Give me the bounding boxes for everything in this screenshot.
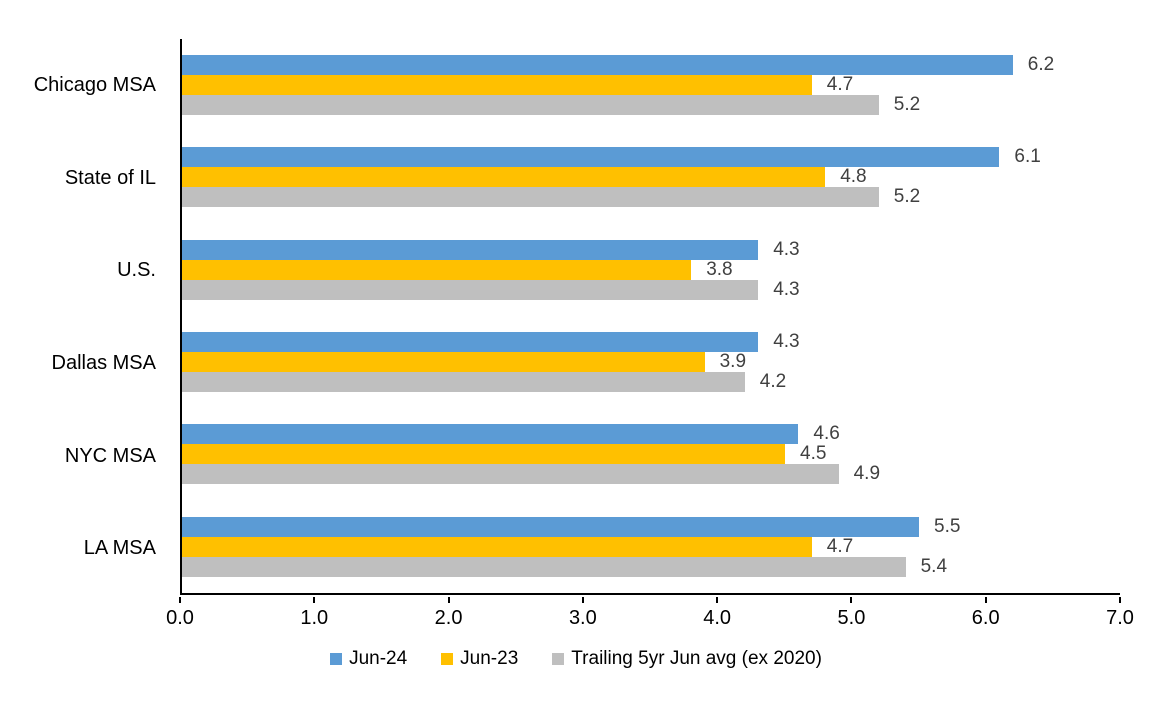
category-group: 6.2 4.7 5.2 <box>182 39 1120 131</box>
category-group: 4.6 4.5 4.9 <box>182 408 1120 500</box>
category-group: 4.3 3.8 4.3 <box>182 224 1120 316</box>
bar-value-label: 6.2 <box>1027 54 1055 76</box>
x-tick-label: 4.0 <box>703 607 732 629</box>
bar-value-label: 5.4 <box>920 555 948 577</box>
bar-value-label: 3.8 <box>706 258 733 280</box>
bar-value-label: 4.3 <box>773 331 800 353</box>
bar-line: 6.1 <box>182 146 1120 168</box>
plot-area: 6.2 4.7 5.2 6.1 4.8 5.2 4.3 3.8 4.3 4.3 3.9 4.2 4.6 4… <box>180 39 1120 595</box>
bar-value-label: 3.9 <box>719 351 747 373</box>
legend-item: Jun-23 <box>441 648 518 670</box>
legend-label: Trailing 5yr Jun avg (ex 2020) <box>571 648 822 669</box>
bar-Jun-23 <box>182 536 812 557</box>
category-label: LA MSA <box>83 537 156 560</box>
bar-value-label: 4.5 <box>800 443 827 465</box>
bar-value-label: 4.9 <box>853 463 881 485</box>
x-tick-label: 3.0 <box>568 607 597 629</box>
x-tick-label: 1.0 <box>300 607 329 629</box>
bar-line: 4.6 <box>182 423 1120 445</box>
bar-line: 3.8 <box>182 258 1120 280</box>
bar-value-label: 4.7 <box>826 535 854 557</box>
category-label: Chicago MSA <box>33 73 156 96</box>
category-label: U.S. <box>117 259 156 282</box>
legend-item: Jun-24 <box>330 648 407 670</box>
legend-label: Jun-23 <box>460 648 519 669</box>
category-group: 4.3 3.9 4.2 <box>182 316 1120 408</box>
bar-Trailing 5yr Jun avg (ex 2020) <box>182 372 745 393</box>
bar-Trailing 5yr Jun avg (ex 2020) <box>182 95 879 116</box>
bar-line: 4.3 <box>182 331 1120 353</box>
x-tick-mark <box>850 597 853 603</box>
bar-line: 6.2 <box>182 54 1120 76</box>
legend-swatch <box>441 653 454 665</box>
legend: Jun-24 Jun-23 Trailing 5yr Jun avg (ex 202… <box>0 648 1152 670</box>
category-group: 6.1 4.8 5.2 <box>182 131 1120 223</box>
y-axis-category-labels: Chicago MSA State of IL U.S. Dallas MSA NYC … <box>0 39 168 595</box>
bar-line: 4.2 <box>182 371 1120 393</box>
bar-Trailing 5yr Jun avg (ex 2020) <box>182 187 879 208</box>
legend-swatch <box>330 653 343 665</box>
x-tick-mark <box>313 597 316 603</box>
bar-value-label: 5.2 <box>893 186 921 208</box>
x-tick-mark <box>179 597 181 603</box>
x-tick-label: 7.0 <box>1106 607 1134 629</box>
bar-Jun-23 <box>182 444 785 465</box>
bar-value-label: 4.3 <box>773 238 800 260</box>
bar-Trailing 5yr Jun avg (ex 2020) <box>182 279 759 300</box>
bar-Jun-24 <box>182 239 759 260</box>
bar-value-label: 6.1 <box>1014 146 1041 168</box>
legend-label: Jun-24 <box>349 648 408 669</box>
bar-Jun-23 <box>182 167 826 188</box>
bar-Jun-24 <box>182 424 799 445</box>
bar-Jun-24 <box>182 516 919 537</box>
bar-line: 5.2 <box>182 186 1120 208</box>
bar-line: 3.9 <box>182 351 1120 373</box>
bar-Jun-24 <box>182 147 1000 168</box>
x-tick-mark <box>581 597 584 603</box>
bar-value-label: 4.3 <box>773 278 800 300</box>
bar-Jun-23 <box>182 75 812 96</box>
legend-swatch <box>552 653 565 665</box>
bar-value-label: 4.8 <box>840 166 867 188</box>
bar-line: 5.5 <box>182 515 1120 537</box>
bar-Jun-24 <box>182 332 759 353</box>
bar-Trailing 5yr Jun avg (ex 2020) <box>182 464 839 485</box>
x-tick-mark <box>984 597 987 603</box>
bar-line: 4.7 <box>182 74 1120 96</box>
bar-value-label: 4.7 <box>826 74 854 96</box>
bar-line: 4.3 <box>182 238 1120 260</box>
category-label: NYC MSA <box>64 444 156 467</box>
category-group: 5.5 4.7 5.4 <box>182 501 1120 593</box>
x-tick-mark <box>716 597 719 603</box>
bar-line: 4.5 <box>182 443 1120 465</box>
bar-line: 4.8 <box>182 166 1120 188</box>
x-axis: 0.0 1.0 2.0 3.0 4.0 5.0 6.0 7.0 <box>166 595 1134 637</box>
x-tick-label: 2.0 <box>434 607 463 629</box>
bar-value-label: 5.5 <box>934 515 961 537</box>
bar-value-label: 5.2 <box>893 94 921 116</box>
x-tick-label: 6.0 <box>971 607 1000 629</box>
x-tick-label: 5.0 <box>837 607 866 629</box>
x-tick-label: 0.0 <box>166 607 194 629</box>
x-tick-mark <box>447 597 450 603</box>
bar-value-label: 4.6 <box>813 423 840 445</box>
bar-line: 4.7 <box>182 535 1120 557</box>
bar-value-label: 4.2 <box>759 371 787 393</box>
bar-Jun-24 <box>182 55 1013 76</box>
category-label: Dallas MSA <box>51 351 156 374</box>
bar-line: 5.4 <box>182 555 1120 577</box>
legend-item: Trailing 5yr Jun avg (ex 2020) <box>552 648 822 670</box>
bar-line: 5.2 <box>182 94 1120 116</box>
bar-Trailing 5yr Jun avg (ex 2020) <box>182 556 906 577</box>
bar-line: 4.3 <box>182 278 1120 300</box>
bar-Jun-23 <box>182 259 692 280</box>
bar-line: 4.9 <box>182 463 1120 485</box>
category-label: State of IL <box>64 166 156 189</box>
x-tick-mark <box>1119 597 1121 603</box>
bar-Jun-23 <box>182 352 705 373</box>
